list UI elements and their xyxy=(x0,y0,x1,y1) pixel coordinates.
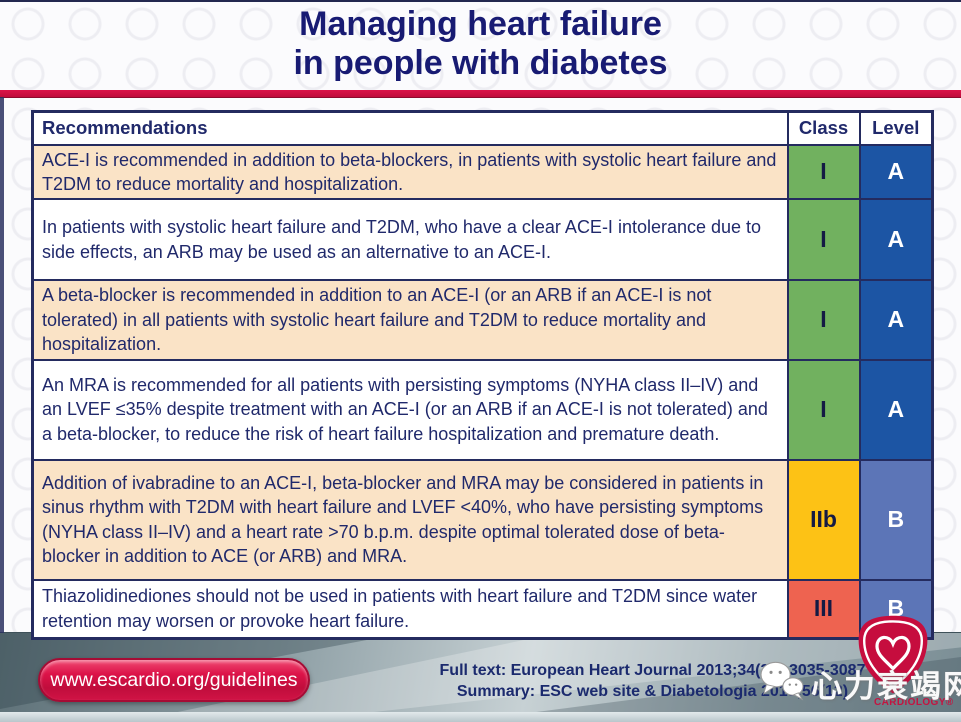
class-badge: I xyxy=(786,198,861,282)
recommendation-text: ACE-I is recommended in addition to beta… xyxy=(31,143,789,201)
table-row: A beta-blocker is recommended in additio… xyxy=(31,279,934,361)
header-class: Class xyxy=(786,110,861,146)
title-divider-rule xyxy=(0,90,961,98)
table-row: Addition of ivabradine to an ACE-I, beta… xyxy=(31,458,934,581)
table-header-row: Recommendations Class Level xyxy=(31,110,934,146)
recommendation-text: Thiazolidinediones should not be used in… xyxy=(31,578,789,640)
level-badge: A xyxy=(858,358,934,461)
recommendations-table: Recommendations Class Level ACE-I is rec… xyxy=(31,110,934,641)
table-row: ACE-I is recommended in addition to beta… xyxy=(31,143,934,201)
title-line-2: in people with diabetes xyxy=(293,44,668,82)
level-badge: A xyxy=(858,143,934,201)
chat-bubbles-icon xyxy=(756,660,808,707)
slide-left-edge xyxy=(0,97,4,633)
class-badge: I xyxy=(786,358,861,461)
class-badge: I xyxy=(786,143,861,201)
watermark-text: 心力衰竭网 xyxy=(811,669,961,705)
table-row: Thiazolidinediones should not be used in… xyxy=(31,578,934,640)
table-row: An MRA is recommended for all patients w… xyxy=(31,358,934,461)
recommendation-text: An MRA is recommended for all patients w… xyxy=(31,358,789,461)
reference-line-2: Summary: ESC web site & Diabetologia 201… xyxy=(456,683,849,700)
recommendations-table-body: ACE-I is recommended in addition to beta… xyxy=(31,143,934,640)
title-line-1: Managing heart failure xyxy=(299,5,662,43)
recommendation-text: In patients with systolic heart failure … xyxy=(31,198,789,282)
level-badge: B xyxy=(858,458,934,581)
recommendation-text: Addition of ivabradine to an ACE-I, beta… xyxy=(31,458,789,581)
class-badge: I xyxy=(786,279,861,361)
guidelines-url-button[interactable]: www.escardio.org/guidelines xyxy=(38,658,310,702)
esc-heart-logo-icon xyxy=(853,612,933,698)
bottom-strip xyxy=(0,712,961,722)
level-badge: A xyxy=(858,279,934,361)
header-level: Level xyxy=(858,110,934,146)
slide-top-edge xyxy=(0,0,961,2)
header-recommendations: Recommendations xyxy=(31,110,789,146)
watermark: 心力衰竭网 xyxy=(756,660,961,707)
level-badge: A xyxy=(858,198,934,282)
page-title: Managing heart failure in people with di… xyxy=(0,5,961,83)
class-badge: IIb xyxy=(786,458,861,581)
recommendation-text: A beta-blocker is recommended in additio… xyxy=(31,279,789,361)
reference-line-1: Full text: European Heart Journal 2013;3… xyxy=(439,662,866,679)
esc-logo-caption: CARDIOLOGY® xyxy=(874,697,954,708)
reference-text: Full text: European Heart Journal 2013;3… xyxy=(330,660,961,702)
class-badge: III xyxy=(786,578,861,640)
table-row: In patients with systolic heart failure … xyxy=(31,198,934,282)
